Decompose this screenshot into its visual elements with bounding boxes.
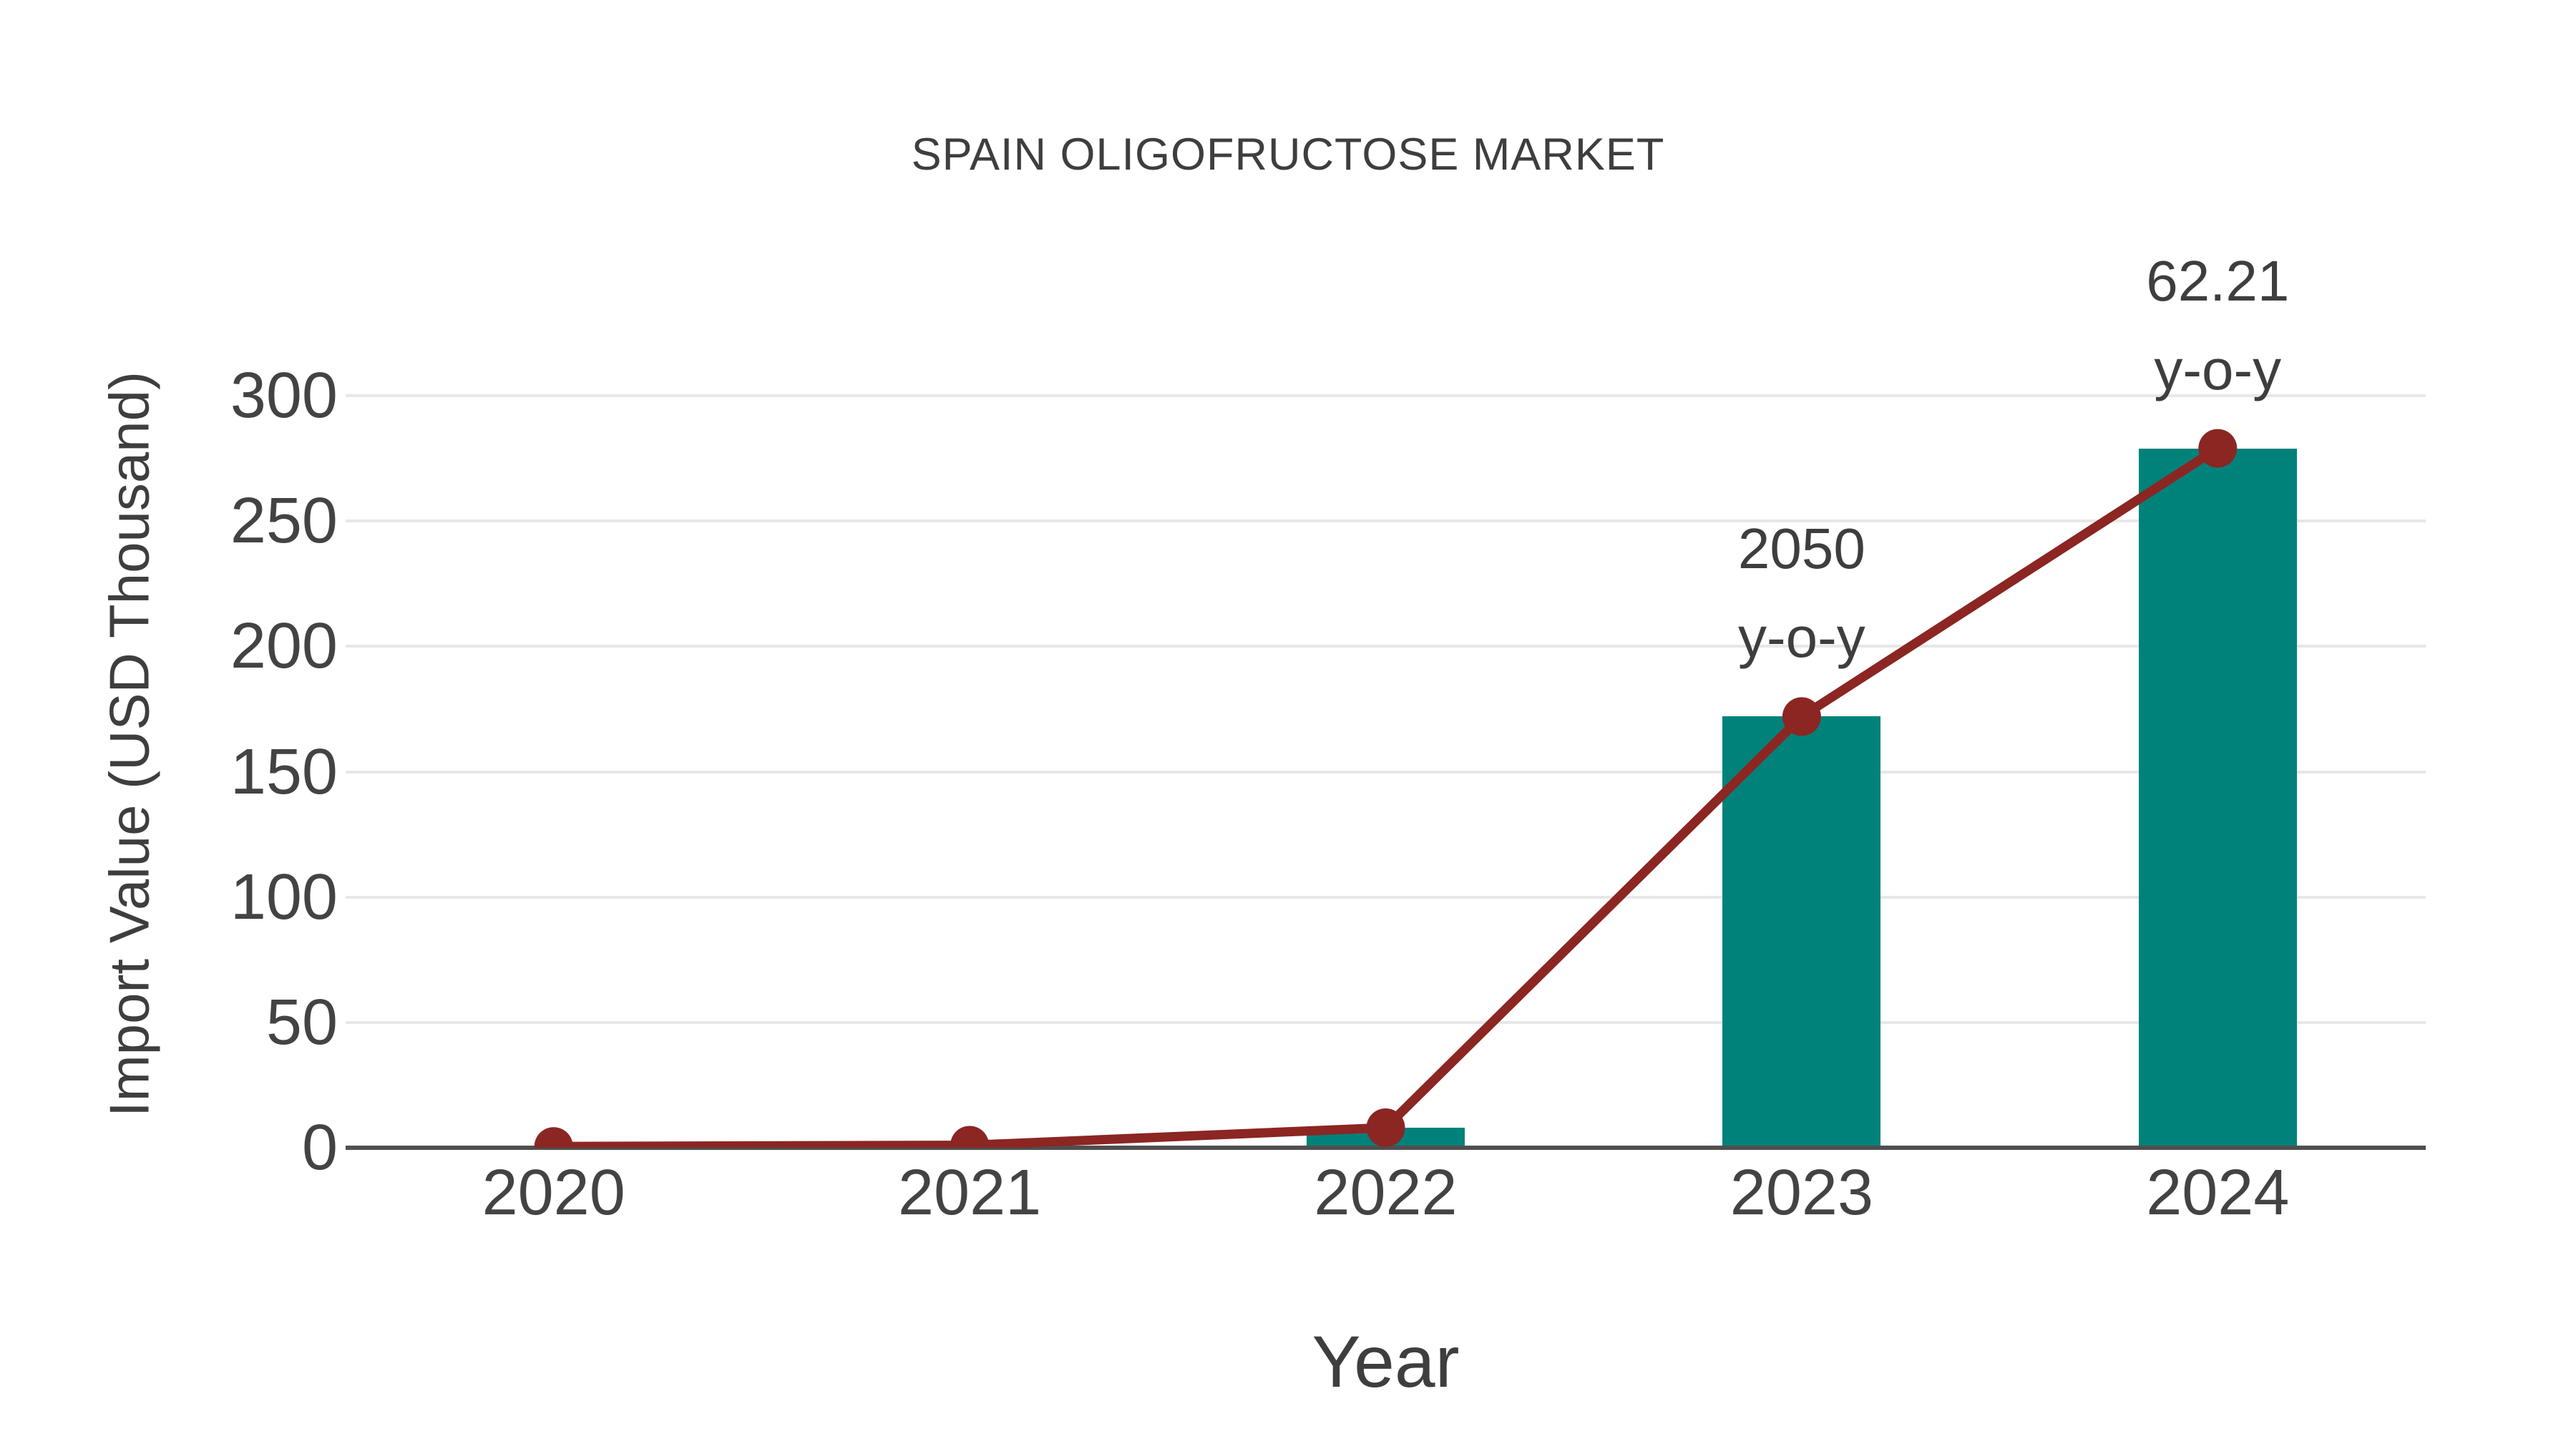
gridline — [346, 1020, 2426, 1024]
bar-2024 — [2138, 448, 2297, 1148]
annotation-line: 62.21 — [2146, 248, 2290, 313]
y-tick-label: 100 — [230, 861, 338, 933]
x-tick-label-2020: 2020 — [482, 1157, 625, 1229]
annotation-line: y-o-y — [1738, 605, 1865, 670]
trend-line — [553, 444, 2220, 1148]
data-point-marker-2024 — [2198, 429, 2238, 468]
data-point-marker-2022 — [1366, 1108, 1405, 1147]
trend-line-layer — [534, 429, 2238, 1148]
gridline — [346, 519, 2426, 523]
y-tick-label: 50 — [265, 986, 338, 1058]
x-axis-line — [346, 1146, 2426, 1150]
gridline — [346, 895, 2426, 899]
chart-title: SPAIN OLIGOFRUCTOSE MARKET — [911, 130, 1665, 180]
annotation-2024: 62.21 y-o-y — [2146, 237, 2289, 414]
x-tick-label-2022: 2022 — [1314, 1157, 1458, 1229]
gridline — [346, 394, 2426, 397]
x-axis-label: Year — [1312, 1321, 1460, 1402]
y-tick-label: 200 — [230, 610, 338, 683]
y-tick-label: 0 — [301, 1112, 338, 1184]
x-tick-label-2024: 2024 — [2146, 1157, 2290, 1229]
x-tick-label-2021: 2021 — [897, 1157, 1042, 1229]
y-tick-label: 150 — [230, 736, 338, 808]
bar-2023 — [1722, 716, 1881, 1148]
data-point-marker-2023 — [1782, 697, 1821, 736]
y-tick-label: 250 — [230, 485, 338, 557]
x-tick-label-2023: 2023 — [1729, 1157, 1873, 1229]
annotation-line: y-o-y — [2154, 337, 2282, 401]
annotation-line: 2050 — [1737, 517, 1865, 581]
y-tick-label: 300 — [230, 360, 338, 431]
annotation-2023: 2050 y-o-y — [1738, 504, 1865, 682]
gridline — [346, 770, 2426, 774]
data-point-marker-2020 — [534, 1127, 573, 1148]
data-point-marker-2021 — [950, 1126, 990, 1148]
gridline — [346, 645, 2426, 648]
